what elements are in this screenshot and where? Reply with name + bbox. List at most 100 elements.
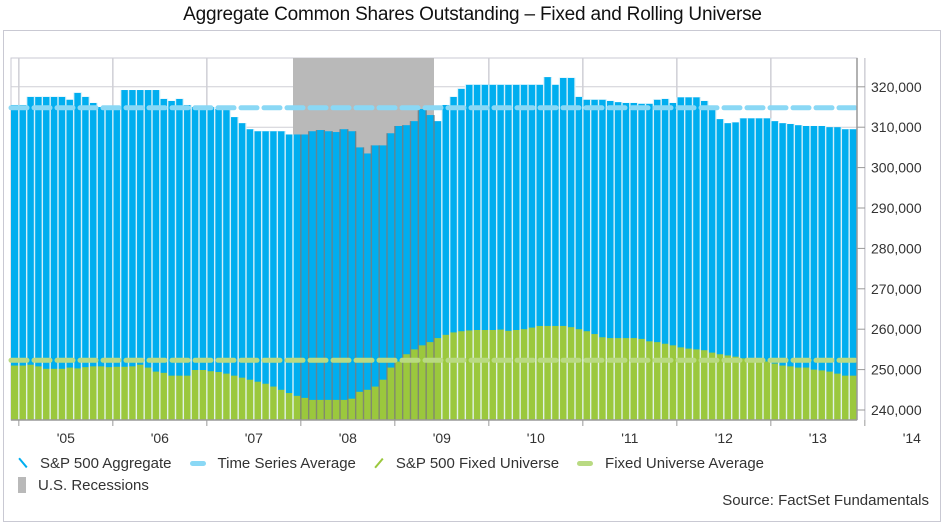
aggregate-bar xyxy=(629,102,638,421)
aggregate-bar xyxy=(763,118,772,420)
aggregate-bar xyxy=(606,100,615,420)
fixed-universe-bar xyxy=(794,367,803,420)
fixed-universe-bar xyxy=(629,338,638,420)
fixed-universe-bar xyxy=(723,355,732,420)
aggregate-bar xyxy=(669,102,678,421)
fixed-universe-bar xyxy=(708,352,717,420)
fixed-universe-bar xyxy=(261,383,270,420)
legend-item-fixed-universe[interactable]: S&P 500 Fixed Universe xyxy=(374,455,559,472)
y-tick-labels: 240,000 250,000 260,000 270,000 280,000 290,0… xyxy=(871,79,922,418)
fixed-universe-bar xyxy=(669,345,678,420)
fixed-universe-bar xyxy=(575,329,584,420)
x-tick-label: '14 xyxy=(903,430,921,446)
aggregate-bar xyxy=(347,131,356,421)
aggregate-bar xyxy=(387,133,396,420)
fixed-universe-bar xyxy=(152,371,161,420)
fixed-universe-bar xyxy=(661,343,670,420)
aggregate-bar xyxy=(206,107,215,420)
fixed-universe-bar xyxy=(355,391,364,420)
legend-item-aggregate[interactable]: S&P 500 Aggregate xyxy=(18,455,172,472)
fixed-universe-bar xyxy=(473,330,482,420)
legend-item-recessions[interactable]: U.S. Recessions xyxy=(18,477,149,494)
fixed-universe-bar xyxy=(199,370,208,420)
recession-swatch-icon xyxy=(18,477,26,493)
fixed-universe-bar xyxy=(590,334,599,420)
aggregate-bar xyxy=(637,103,646,420)
aggregate-bar xyxy=(465,84,474,420)
fixed-universe-swatch-icon xyxy=(374,458,384,468)
y-tick-label: 320,000 xyxy=(871,79,922,95)
aggregate-bar xyxy=(488,84,497,420)
fixed-universe-bar xyxy=(128,366,137,420)
fixed-universe-bar xyxy=(42,368,51,420)
fixed-universe-bar xyxy=(598,337,607,420)
legend-label: S&P 500 Aggregate xyxy=(40,454,172,472)
aggregate-bar xyxy=(528,84,537,420)
y-tick-label: 240,000 xyxy=(871,402,922,418)
aggregate-bar xyxy=(778,123,787,420)
fixed-universe-bar xyxy=(316,399,325,420)
aggregate-bar xyxy=(849,129,858,420)
fixed-universe-bar xyxy=(849,375,858,420)
x-tick-label: '06 xyxy=(151,430,169,446)
aggregate-bar xyxy=(716,119,725,421)
fixed-universe-bar xyxy=(347,398,356,420)
x-tick-label: '08 xyxy=(339,430,357,446)
aggregate-bar xyxy=(144,90,153,421)
aggregate-bar xyxy=(841,129,850,420)
fixed-universe-bar xyxy=(700,350,709,420)
fixed-universe-bar xyxy=(841,375,850,420)
fixed-universe-bar xyxy=(512,330,521,420)
aggregate-bar xyxy=(473,84,482,420)
legend-item-time-series-average[interactable]: Time Series Average xyxy=(189,455,356,472)
aggregate-bar xyxy=(731,122,740,421)
fixed-universe-bar xyxy=(614,338,623,420)
fixed-universe-bar xyxy=(206,371,215,420)
fixed-universe-bar xyxy=(34,366,43,420)
aggregate-bar xyxy=(708,109,717,421)
aggregate-bar xyxy=(653,99,662,420)
aggregate-bar xyxy=(246,129,255,420)
bar-separators xyxy=(18,77,850,420)
fixed-universe-bar xyxy=(817,370,826,420)
fixed-universe-bar xyxy=(535,325,544,420)
fixed-universe-bar xyxy=(449,332,458,420)
aggregate-bar xyxy=(504,84,513,420)
aggregate-bar xyxy=(817,125,826,420)
fixed-universe-bar xyxy=(810,369,819,420)
fixed-universe-bar xyxy=(457,331,466,420)
aggregate-bar xyxy=(379,145,388,420)
fixed-universe-bar xyxy=(65,367,74,420)
aggregate-bar xyxy=(825,127,834,420)
aggregate-bar xyxy=(324,131,333,421)
fixed-universe-bar xyxy=(112,366,121,420)
fixed-universe-bar xyxy=(308,399,317,420)
aggregate-bar xyxy=(551,84,560,420)
fixed-universe-bar xyxy=(622,338,631,420)
fixed-universe-bar xyxy=(269,386,278,420)
y-tick-label: 300,000 xyxy=(871,160,922,176)
legend-item-fixed-universe-average[interactable]: Fixed Universe Average xyxy=(577,455,764,472)
aggregate-bar xyxy=(230,117,239,420)
aggregate-bar xyxy=(152,90,161,421)
aggregate-bar xyxy=(340,129,349,420)
legend-label: U.S. Recessions xyxy=(38,476,149,494)
aggregate-bar xyxy=(794,125,803,421)
fixed-universe-bar xyxy=(441,334,450,420)
fixed-universe-bar xyxy=(324,399,333,420)
fixed-universe-average-swatch-icon xyxy=(577,460,594,466)
fixed-universe-bar xyxy=(739,358,748,420)
fixed-universe-bar xyxy=(653,342,662,420)
fixed-universe-bar xyxy=(175,375,184,420)
fixed-universe-bar xyxy=(58,368,67,420)
aggregate-bar xyxy=(293,134,302,421)
aggregate-bar xyxy=(512,84,521,420)
aggregate-bar xyxy=(214,109,223,421)
fixed-universe-bar xyxy=(191,370,200,420)
x-tick-label: '05 xyxy=(57,430,75,446)
aggregate-bar xyxy=(645,103,654,420)
aggregate-bar xyxy=(770,121,779,420)
fixed-universe-bar xyxy=(379,379,388,420)
aggregate-bar xyxy=(238,123,247,420)
fixed-universe-bar xyxy=(371,386,380,420)
